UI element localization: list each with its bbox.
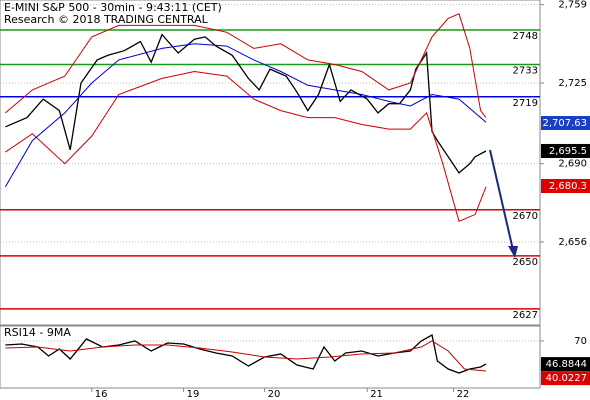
series-line <box>4 43 487 187</box>
level-label: 2650 <box>513 257 538 268</box>
price-tag <box>541 179 590 194</box>
y-tick-label: 2,656 <box>558 237 587 248</box>
forecast-arrow <box>489 149 514 251</box>
series-line <box>5 70 487 222</box>
x-tick-label: 20 <box>268 389 281 400</box>
rsi-tag <box>541 357 590 372</box>
level-label: 2733 <box>513 66 538 77</box>
price-tag-label: 2,707.63 <box>542 118 587 129</box>
price-tag <box>541 116 590 131</box>
rsi-tag-label: 40.0227 <box>546 373 587 384</box>
y-tick-label: 2,725 <box>558 78 587 89</box>
level-label: 2748 <box>513 31 538 42</box>
level-label: 2627 <box>513 310 538 321</box>
series-line <box>5 340 487 372</box>
y-tick-label: 70 <box>574 336 587 347</box>
forecast-arrowhead <box>508 246 518 258</box>
series-line <box>5 33 487 174</box>
chart-subtitle: Research © 2018 TRADING CENTRAL <box>4 13 209 26</box>
y-tick-label: 2,690 <box>558 159 587 170</box>
y-tick-label: 2,759 <box>558 0 587 11</box>
price-tag-label: 2,680.3 <box>549 181 587 192</box>
series-line <box>5 13 487 118</box>
rsi-tag-label: 46.8844 <box>546 359 587 370</box>
price-tag <box>541 143 590 158</box>
x-tick-label: 21 <box>370 389 383 400</box>
series-line <box>5 334 487 374</box>
price-panel <box>0 0 541 326</box>
level-label: 2719 <box>513 98 538 109</box>
x-tick-label: 19 <box>187 389 200 400</box>
rsi-title: RSI14 - 9MA <box>4 326 71 339</box>
level-label: 2670 <box>513 211 538 222</box>
rsi-tag <box>541 371 590 386</box>
x-tick-label: 16 <box>95 389 108 400</box>
x-tick-label: 22 <box>457 389 470 400</box>
chart-title: E-MINI S&P 500 - 30min - 9:43:11 (CET) <box>4 1 222 14</box>
price-tag-label: 2,695.5 <box>549 146 587 157</box>
